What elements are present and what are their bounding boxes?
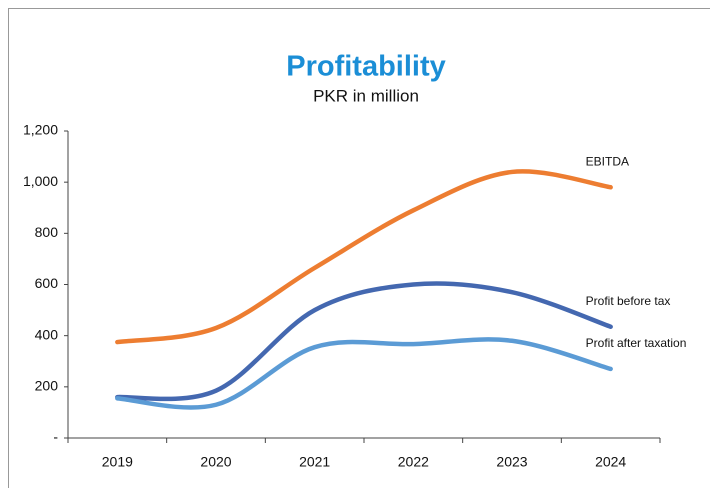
chart-subtitle: PKR in million [313, 86, 419, 105]
chart-title: Profitability [286, 51, 446, 83]
frame [8, 8, 710, 488]
y-tick-label: 1,000 [23, 173, 58, 189]
y-tick-label: - [53, 429, 58, 445]
x-tick-label: 2024 [595, 454, 626, 470]
y-tick-label: 600 [35, 275, 59, 291]
y-tick-label: 400 [35, 326, 59, 342]
x-tick-label: 2023 [496, 454, 527, 470]
series-label: Profit before tax [586, 294, 671, 308]
y-tick-label: 800 [35, 224, 59, 240]
series-label: Profit after taxation [586, 336, 687, 350]
x-tick-label: 2022 [398, 454, 429, 470]
x-tick-label: 2021 [299, 454, 330, 470]
x-tick-label: 2019 [102, 454, 133, 470]
y-tick-label: 200 [35, 378, 59, 394]
series-label: EBITDA [586, 154, 629, 168]
line [115, 337, 613, 410]
line [115, 281, 613, 402]
line [115, 169, 613, 345]
y-tick-label: 1,200 [23, 122, 58, 138]
x-tick-label: 2020 [200, 454, 231, 470]
